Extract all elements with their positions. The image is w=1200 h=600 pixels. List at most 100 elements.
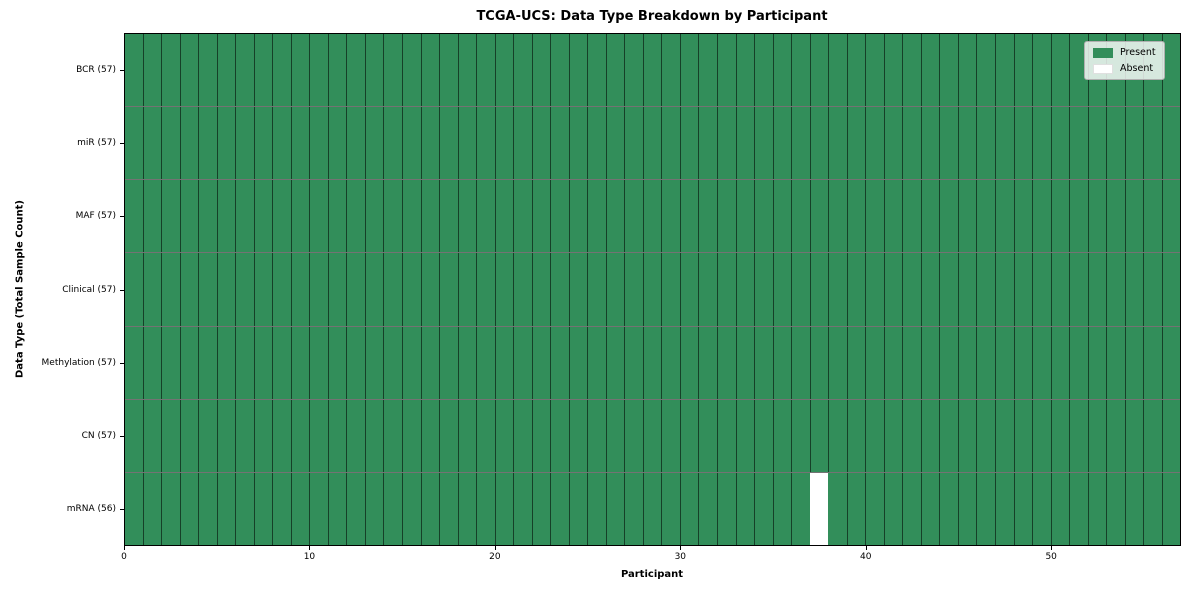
heatmap-cell — [1106, 180, 1125, 253]
heatmap-cell — [679, 399, 699, 472]
heatmap-cell — [1124, 472, 1144, 545]
heatmap-cell — [976, 34, 995, 107]
y-tick-label: miR (57) — [77, 137, 116, 148]
heatmap-cell — [624, 399, 643, 472]
heatmap-cell — [290, 253, 310, 326]
heatmap-cell — [142, 34, 162, 107]
heatmap-cell — [1013, 472, 1033, 545]
heatmap-cell — [142, 326, 162, 399]
heatmap-cell — [550, 253, 569, 326]
heatmap-cell — [865, 107, 884, 180]
heatmap-cell — [235, 253, 254, 326]
heatmap-cell — [717, 34, 736, 107]
heatmap-cell — [401, 107, 421, 180]
heatmap-cell — [883, 180, 903, 253]
heatmap-cell — [624, 326, 643, 399]
y-tick-label: Clinical (57) — [62, 284, 116, 295]
heatmap-cell — [327, 326, 347, 399]
heatmap-cell — [920, 34, 940, 107]
heatmap-cell — [253, 34, 273, 107]
heatmap-cell — [401, 180, 421, 253]
heatmap-cell — [513, 180, 532, 253]
heatmap-cell — [735, 34, 755, 107]
heatmap-cell — [772, 326, 792, 399]
legend-item-present: Present — [1093, 47, 1156, 58]
heatmap-cell — [1143, 253, 1162, 326]
heatmap-cell — [957, 472, 977, 545]
heatmap-cell — [1087, 107, 1107, 180]
heatmap-cell — [235, 399, 254, 472]
heatmap-cell — [309, 107, 328, 180]
heatmap-cell — [717, 472, 736, 545]
heatmap-cell — [125, 107, 143, 180]
heatmap-cell — [161, 399, 180, 472]
heatmap-cell — [754, 34, 773, 107]
y-tick-mark — [120, 216, 124, 218]
y-tick-mark — [120, 436, 124, 438]
heatmap-cell — [198, 472, 217, 545]
heatmap-cell — [420, 107, 440, 180]
heatmap-cell — [846, 180, 866, 253]
y-tick-label: MAF (57) — [75, 211, 116, 222]
heatmap-cell — [161, 326, 180, 399]
heatmap-cell — [513, 326, 532, 399]
heatmap-cell — [865, 399, 884, 472]
heatmap-cell — [1106, 399, 1125, 472]
heatmap-cell — [439, 34, 458, 107]
heatmap-cell — [364, 253, 384, 326]
heatmap-cell — [809, 472, 829, 545]
heatmap-cell — [142, 399, 162, 472]
heatmap-cell — [346, 326, 365, 399]
heatmap-cell — [253, 107, 273, 180]
heatmap-cell — [994, 34, 1014, 107]
heatmap-cell — [1161, 399, 1181, 472]
heatmap-cell — [253, 326, 273, 399]
heatmap-cell — [1032, 107, 1051, 180]
heatmap-cell — [1032, 399, 1051, 472]
heatmap-cell — [1161, 107, 1181, 180]
heatmap-cell — [531, 180, 551, 253]
heatmap-cell — [957, 326, 977, 399]
y-tick-label: mRNA (56) — [66, 504, 116, 515]
heatmap-cell — [179, 326, 199, 399]
heatmap-cell — [420, 326, 440, 399]
heatmap-plot-area — [124, 33, 1181, 546]
x-tick-mark — [124, 546, 125, 550]
heatmap-cell — [457, 399, 477, 472]
heatmap-cell — [327, 180, 347, 253]
heatmap-cell — [290, 180, 310, 253]
heatmap-cell — [717, 180, 736, 253]
heatmap-cell — [902, 472, 921, 545]
y-tick-mark — [120, 362, 124, 364]
y-tick-label: CN (57) — [81, 431, 116, 442]
heatmap-cell — [290, 472, 310, 545]
heatmap-cell — [198, 253, 217, 326]
heatmap-cell — [457, 107, 477, 180]
heatmap-cell — [327, 34, 347, 107]
heatmap-cell — [920, 399, 940, 472]
heatmap-cell — [865, 180, 884, 253]
heatmap-cell — [420, 180, 440, 253]
heatmap-cell — [735, 107, 755, 180]
heatmap-cell — [994, 180, 1014, 253]
heatmap-cell — [865, 472, 884, 545]
heatmap-cell — [216, 253, 236, 326]
heatmap-cell — [587, 326, 606, 399]
heatmap-cell — [1050, 326, 1070, 399]
heatmap-cell — [883, 34, 903, 107]
heatmap-cell — [698, 107, 717, 180]
heatmap-cell — [346, 253, 365, 326]
heatmap-cell — [939, 34, 958, 107]
heatmap-cell — [1161, 472, 1181, 545]
heatmap-cell — [1106, 253, 1125, 326]
heatmap-cell — [828, 326, 847, 399]
heatmap-cell — [661, 253, 680, 326]
heatmap-cell — [290, 326, 310, 399]
heatmap-cell — [1124, 399, 1144, 472]
heatmap-cell — [735, 180, 755, 253]
heatmap-cell — [828, 253, 847, 326]
heatmap-row-BCR — [125, 34, 1181, 108]
heatmap-cell — [476, 326, 495, 399]
heatmap-cell — [754, 326, 773, 399]
heatmap-cell — [235, 180, 254, 253]
